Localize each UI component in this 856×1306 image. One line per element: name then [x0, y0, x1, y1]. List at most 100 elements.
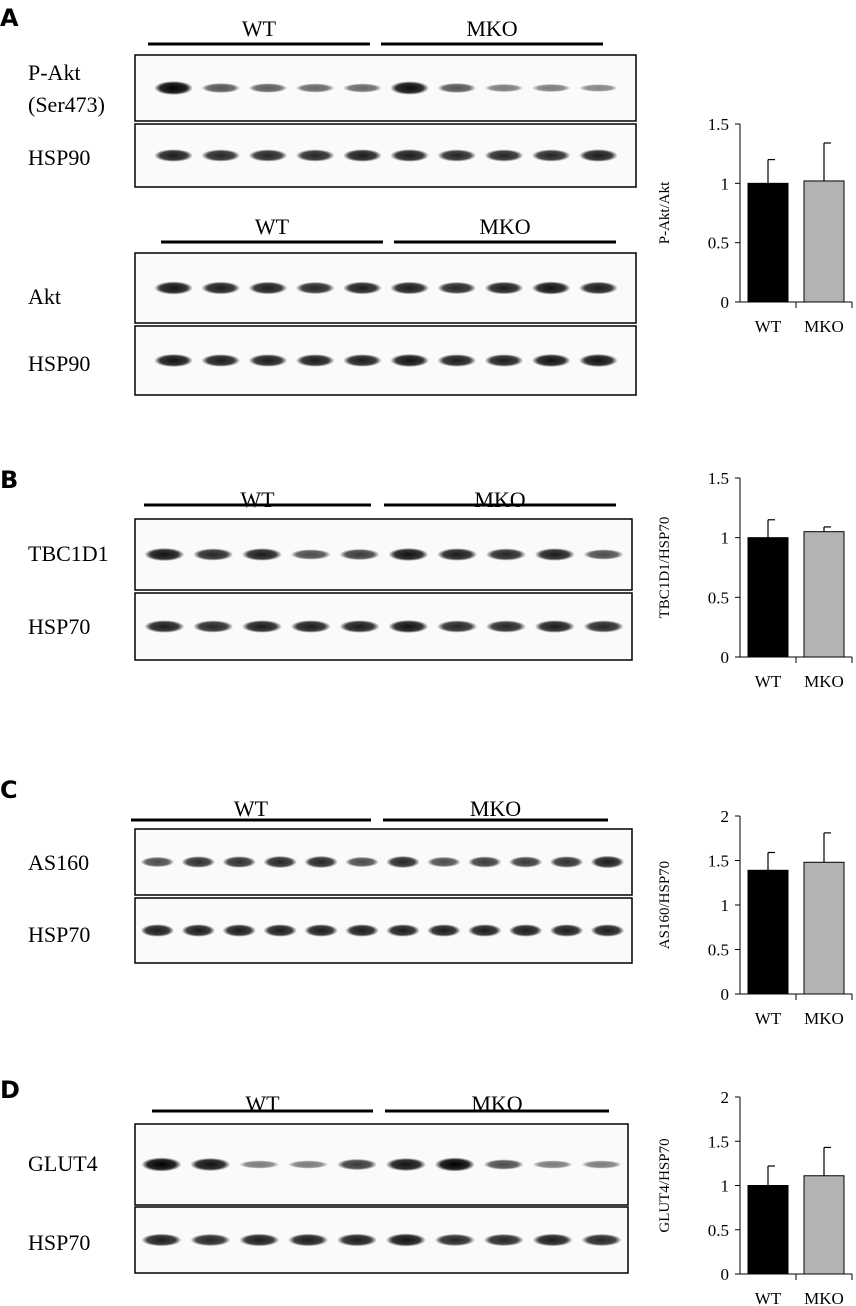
- blot-row-label: (Ser473): [28, 92, 105, 117]
- blot-band: [190, 1157, 231, 1172]
- bar-mko: [803, 1175, 845, 1275]
- y-tick-label: 0: [721, 293, 730, 312]
- blot-band: [434, 1233, 475, 1247]
- blot-band: [345, 856, 379, 868]
- blot-band: [343, 354, 382, 367]
- blot-band: [140, 856, 175, 868]
- blot-band: [140, 924, 175, 937]
- y-tick-label: 1: [721, 1177, 730, 1196]
- y-tick-label: 0: [721, 648, 730, 667]
- bar-chart-3: 0 0.5 1 1.5 2 WT MKO GLUT4/HSP70: [657, 1088, 853, 1306]
- blot-band: [385, 1157, 426, 1172]
- blot-row-label: Akt: [28, 284, 61, 309]
- blot-band: [590, 855, 625, 869]
- bar-mko: [803, 531, 845, 658]
- bar-wt: [747, 537, 789, 658]
- blot-band: [343, 281, 382, 295]
- blot-band: [583, 549, 624, 560]
- blot-band: [468, 924, 502, 937]
- blot-band: [390, 81, 429, 95]
- panel-letter-d: D: [0, 1076, 20, 1104]
- x-tick-label: MKO: [804, 1289, 844, 1306]
- blot-band: [154, 81, 193, 95]
- group-label-wt: WT: [234, 796, 269, 821]
- group-label-mko: MKO: [474, 487, 525, 512]
- blot-band: [193, 548, 234, 561]
- blot-band: [579, 353, 618, 368]
- blot-band: [437, 149, 477, 162]
- bar-chart-1: 0 0.5 1 1.5 WT MKO TBC1D1/HSP70: [657, 469, 853, 691]
- y-tick-label: 0.5: [708, 588, 729, 607]
- blot-band: [437, 548, 478, 561]
- blot-band: [337, 1158, 378, 1171]
- blot-band: [534, 548, 575, 561]
- blot-band: [483, 1159, 524, 1170]
- blot-band: [485, 620, 527, 633]
- blot-band: [144, 547, 185, 562]
- blot-band: [295, 83, 335, 93]
- blot-row-label: TBC1D1: [28, 541, 109, 566]
- bar-mko: [803, 180, 845, 303]
- panel-letter-c: C: [0, 776, 18, 804]
- group-label-wt: WT: [240, 487, 275, 512]
- blot-row-label: GLUT4: [28, 1151, 98, 1176]
- y-tick-label: 1.5: [708, 469, 729, 488]
- blot-band: [288, 1160, 329, 1169]
- blot-band: [385, 1233, 426, 1247]
- blot-band: [390, 149, 429, 162]
- x-tick-label: WT: [755, 317, 782, 336]
- blot-band: [343, 83, 382, 93]
- y-tick-label: 1.5: [708, 852, 729, 871]
- bar-wt: [747, 869, 789, 995]
- blot-band: [201, 354, 241, 367]
- blot-band: [248, 354, 288, 367]
- blot-band: [534, 620, 575, 633]
- blot-row-label: HSP90: [28, 351, 90, 376]
- y-tick-label: 0.5: [708, 1221, 729, 1240]
- y-tick-label: 0.5: [708, 941, 729, 960]
- blot-band: [239, 1233, 280, 1247]
- blot-band: [434, 1157, 475, 1172]
- blot-band: [468, 856, 502, 868]
- blot-band: [390, 281, 429, 295]
- blot-band: [201, 149, 241, 162]
- blot-band: [248, 83, 288, 93]
- blot-band: [531, 149, 571, 162]
- group-label-wt: WT: [242, 16, 277, 41]
- blot-band: [484, 83, 524, 93]
- blot-band: [190, 1233, 231, 1247]
- blot-band: [154, 281, 193, 295]
- blot-band: [581, 1233, 622, 1247]
- x-tick-label: WT: [755, 1289, 782, 1306]
- blot-band: [485, 548, 527, 561]
- blot-row-label: HSP90: [28, 145, 90, 170]
- blot-band: [193, 620, 234, 633]
- y-axis-label: P-Akt/Akt: [657, 181, 673, 244]
- group-label-mko: MKO: [479, 214, 530, 239]
- blot-band: [427, 856, 461, 868]
- blot-band: [141, 1233, 182, 1247]
- blot-band: [390, 353, 429, 368]
- x-tick-label: MKO: [804, 1009, 844, 1028]
- blot-band: [241, 620, 283, 633]
- bar-wt: [747, 182, 789, 303]
- blot-band: [290, 549, 331, 560]
- blot-band: [304, 855, 338, 869]
- blot-band: [532, 1233, 573, 1247]
- blot-membrane: [134, 828, 633, 896]
- x-tick-label: MKO: [804, 672, 844, 691]
- blot-band: [484, 281, 524, 295]
- y-tick-label: 0.5: [708, 234, 729, 253]
- blot-row-label: HSP70: [28, 614, 90, 639]
- blot-band: [304, 924, 338, 937]
- blot-band: [581, 1160, 622, 1169]
- blot-band: [343, 149, 382, 162]
- blot-band: [222, 856, 257, 868]
- group-label-mko: MKO: [466, 16, 517, 41]
- blot-band: [295, 281, 335, 295]
- blot-row-label: HSP70: [28, 922, 90, 947]
- blot-band: [181, 856, 216, 868]
- blot-band: [345, 924, 379, 937]
- blot-band: [263, 855, 297, 869]
- bar-chart-0: 0 0.5 1 1.5 WT MKO P-Akt/Akt: [657, 115, 853, 336]
